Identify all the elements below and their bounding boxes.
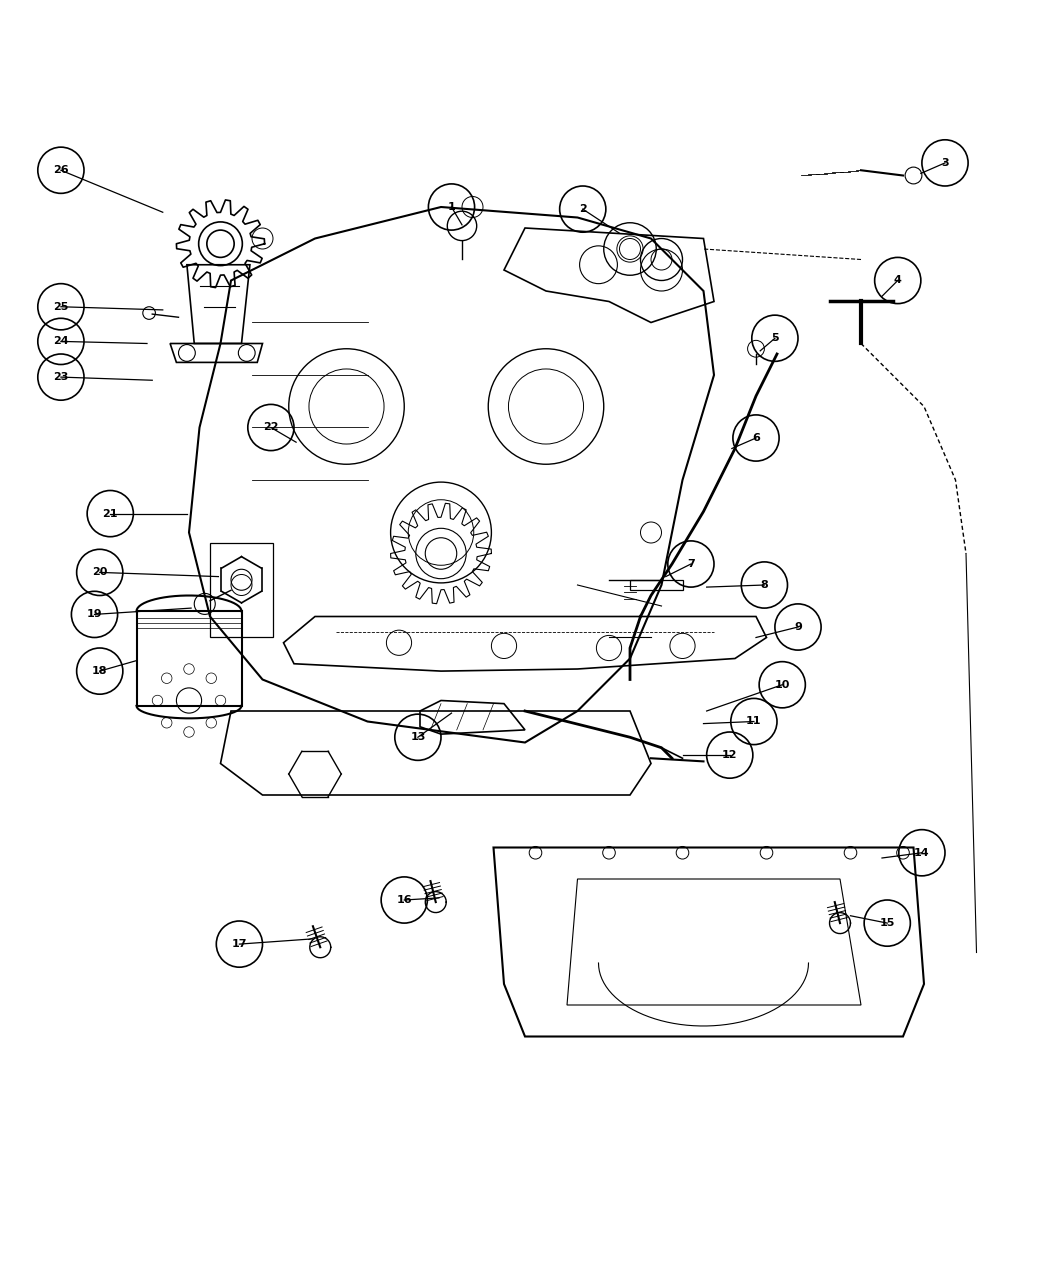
Text: 15: 15 [880,918,895,928]
Text: 7: 7 [687,558,695,569]
Text: 6: 6 [752,434,760,442]
Text: 11: 11 [747,717,761,727]
Text: 2: 2 [579,204,587,214]
Text: 10: 10 [775,680,790,690]
Text: 4: 4 [894,275,902,286]
Text: 14: 14 [915,848,929,858]
Text: 12: 12 [722,750,737,760]
Text: 21: 21 [103,509,118,519]
Text: 3: 3 [941,158,949,168]
Text: 22: 22 [264,422,278,432]
Text: 13: 13 [411,732,425,742]
Text: 18: 18 [92,666,107,676]
Text: 20: 20 [92,567,107,578]
Text: 23: 23 [54,372,68,382]
Text: 9: 9 [794,622,802,632]
Text: 8: 8 [760,580,769,590]
Text: 1: 1 [447,201,456,212]
Bar [210,543,273,638]
Text: 16: 16 [397,895,412,905]
Text: 19: 19 [87,609,102,620]
Text: 26: 26 [54,166,68,175]
Text: 17: 17 [232,940,247,949]
Bar [136,611,242,706]
Text: 24: 24 [54,337,68,347]
Text: 25: 25 [54,302,68,312]
Text: 5: 5 [771,333,779,343]
